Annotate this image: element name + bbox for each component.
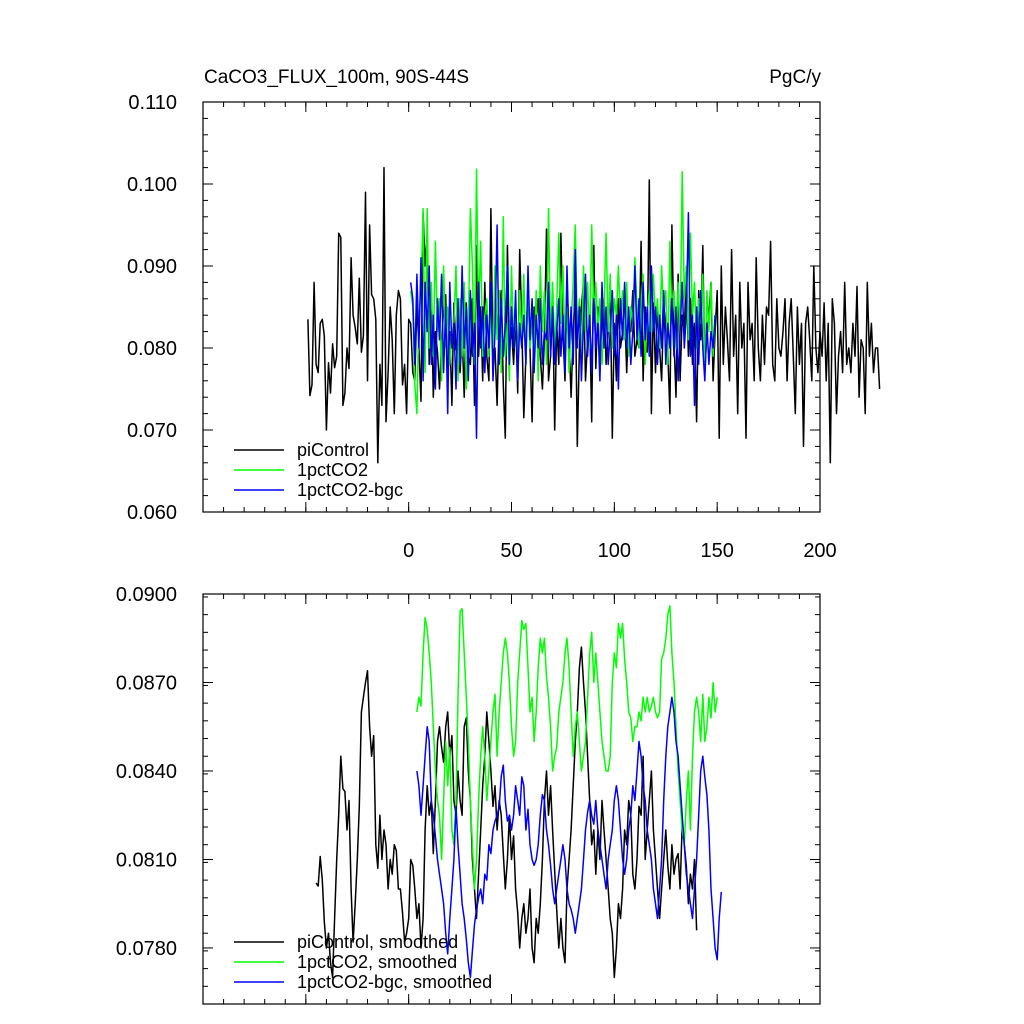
top-plot-frame [202, 101, 821, 513]
x-tick-label: 100 [598, 540, 631, 562]
legend-label: 1pctCO2-bgc, smoothed [297, 972, 492, 992]
legend-label: 1pctCO2 [297, 460, 368, 480]
bottom-plot-frame [202, 593, 821, 1005]
y-tick-label: 0.100 [127, 174, 177, 196]
y-tick-label: 0.070 [127, 420, 177, 442]
y-tick-label: 0.0810 [116, 849, 177, 871]
series-line-picontrol [307, 166, 881, 464]
bottom-panel: 0.0780 0.0810 0.0840 0.0870 0.0900 piControl… [116, 584, 821, 1005]
x-tick-label: 200 [803, 540, 836, 562]
series-line-picontrol-smoothed [315, 646, 698, 979]
y-tick-label: 0.110 [128, 92, 177, 114]
series-line-1pctco2-smoothed [416, 605, 718, 890]
units-label: PgC/y [769, 67, 821, 88]
x-tick-label: 0 [403, 540, 414, 562]
y-tick-label: 0.060 [127, 502, 177, 524]
chart-title: CaCO3_FLUX_100m, 90S-44S [204, 67, 469, 88]
series-line-1pctco2-bgc-smoothed [416, 696, 723, 979]
series-line-1pctco2-bgc [409, 211, 716, 439]
legend-label: piControl [297, 440, 369, 460]
x-tick-label: 150 [700, 540, 733, 562]
y-tick-label: 0.090 [127, 256, 177, 278]
y-tick-label: 0.0870 [116, 672, 177, 694]
x-tick-label: 50 [500, 540, 522, 562]
y-tick-label: 0.0840 [116, 761, 177, 783]
top-panel: CaCO3_FLUX_100m, 90S-44S PgC/y 0.060 0.07… [127, 67, 881, 562]
y-tick-label: 0.0780 [116, 938, 177, 960]
legend-label: 1pctCO2-bgc [297, 480, 403, 500]
y-tick-label: 0.0900 [116, 584, 177, 606]
legend-label: 1pctCO2, smoothed [297, 952, 457, 972]
y-tick-label: 0.080 [127, 338, 177, 360]
legend-label: piControl, smoothed [297, 932, 458, 952]
